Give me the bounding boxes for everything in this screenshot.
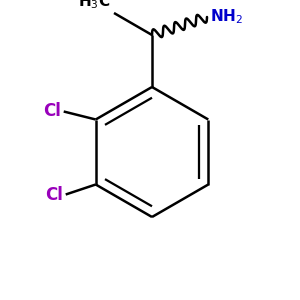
Text: Cl: Cl	[43, 103, 61, 121]
Text: H$_3$C: H$_3$C	[78, 0, 110, 11]
Text: NH$_2$: NH$_2$	[210, 8, 243, 26]
Text: Cl: Cl	[45, 185, 63, 203]
